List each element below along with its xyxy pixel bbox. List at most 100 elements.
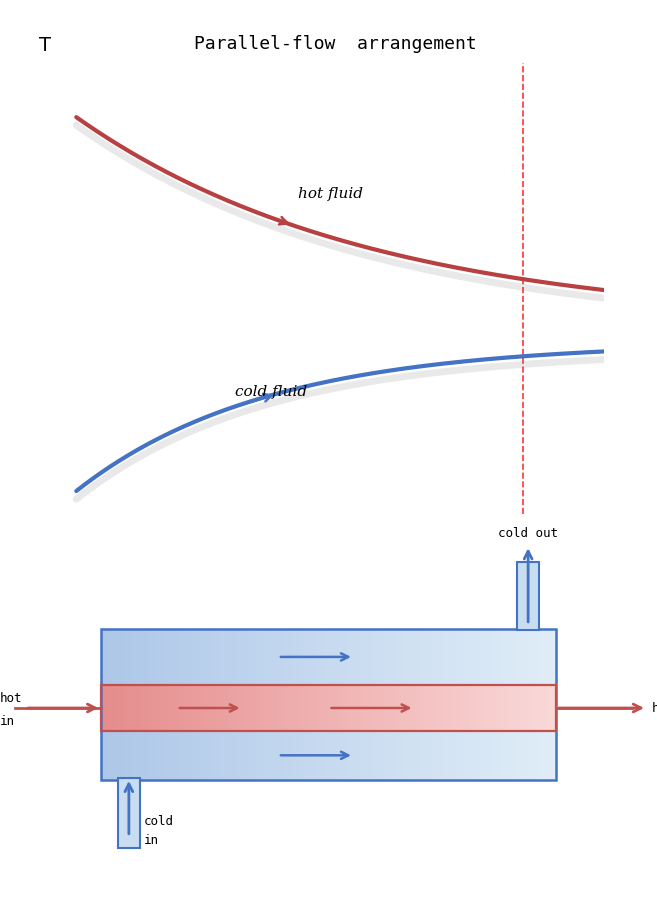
Bar [179, 686, 183, 731]
Bar [356, 686, 360, 731]
Bar [451, 629, 456, 780]
Bar [210, 629, 215, 780]
Bar [256, 686, 260, 731]
Bar [520, 629, 524, 780]
Bar [288, 686, 292, 731]
Bar [537, 629, 542, 780]
Bar [260, 629, 265, 780]
Bar [179, 629, 183, 780]
Bar [224, 629, 229, 780]
Bar [447, 686, 451, 731]
Bar [369, 686, 374, 731]
Bar [233, 629, 238, 780]
Bar [533, 629, 537, 780]
Bar [151, 629, 156, 780]
Bar [342, 629, 347, 780]
Bar [196, 629, 201, 780]
Bar [292, 686, 297, 731]
Bar [415, 686, 419, 731]
Bar [424, 629, 428, 780]
Bar [474, 686, 478, 731]
Bar [415, 629, 419, 780]
Bar [551, 629, 556, 780]
Bar [274, 686, 279, 731]
Bar [360, 686, 365, 731]
Bar [210, 686, 215, 731]
Bar [461, 686, 465, 731]
Bar [219, 629, 224, 780]
Bar [192, 686, 196, 731]
Bar [297, 686, 301, 731]
Bar [192, 629, 196, 780]
Bar [206, 629, 210, 780]
Bar [333, 686, 338, 731]
Bar [156, 629, 160, 780]
Bar [101, 686, 106, 731]
Bar [438, 686, 442, 731]
Bar [388, 686, 392, 731]
Bar [124, 629, 128, 780]
Bar [510, 686, 515, 731]
Bar [238, 629, 242, 780]
Bar [401, 629, 406, 780]
Bar [406, 686, 411, 731]
Text: hot out: hot out [652, 702, 657, 714]
Bar [170, 686, 174, 731]
Bar [388, 629, 392, 780]
Bar [547, 629, 551, 780]
Bar [342, 686, 347, 731]
Text: in: in [144, 834, 159, 847]
Bar [288, 629, 292, 780]
Bar [120, 629, 124, 780]
Bar [506, 686, 510, 731]
Bar [319, 629, 324, 780]
Bar [529, 686, 533, 731]
Bar [374, 686, 378, 731]
Bar [324, 629, 328, 780]
Bar [470, 686, 474, 731]
Bar [497, 686, 501, 731]
Text: T: T [39, 35, 51, 55]
Bar [170, 629, 174, 780]
Text: cold out: cold out [498, 526, 558, 540]
Bar [328, 686, 333, 731]
Bar [137, 686, 142, 731]
Bar [160, 629, 165, 780]
Bar [156, 686, 160, 731]
Bar [279, 686, 283, 731]
Bar [310, 686, 315, 731]
Bar [351, 629, 356, 780]
Bar [315, 629, 319, 780]
Bar [428, 686, 433, 731]
Bar [274, 629, 279, 780]
Bar [187, 629, 192, 780]
Bar [442, 686, 447, 731]
Bar [474, 629, 478, 780]
Bar [306, 629, 310, 780]
Bar [319, 686, 324, 731]
Bar [128, 686, 133, 731]
Bar [147, 686, 151, 731]
Bar [438, 629, 442, 780]
Bar [433, 629, 438, 780]
Bar [465, 686, 470, 731]
Bar [383, 686, 388, 731]
Bar [315, 686, 319, 731]
Bar [242, 629, 246, 780]
Bar [206, 686, 210, 731]
Bar [447, 629, 451, 780]
Bar [524, 629, 529, 780]
Bar [151, 686, 156, 731]
Bar [356, 629, 360, 780]
Bar [401, 686, 406, 731]
Bar [537, 686, 542, 731]
Bar [142, 686, 147, 731]
Bar [101, 629, 106, 780]
Bar [196, 686, 201, 731]
Bar [110, 686, 115, 731]
Bar [215, 686, 219, 731]
Bar [165, 629, 170, 780]
Bar [465, 629, 470, 780]
Bar [265, 686, 269, 731]
Bar [229, 629, 233, 780]
